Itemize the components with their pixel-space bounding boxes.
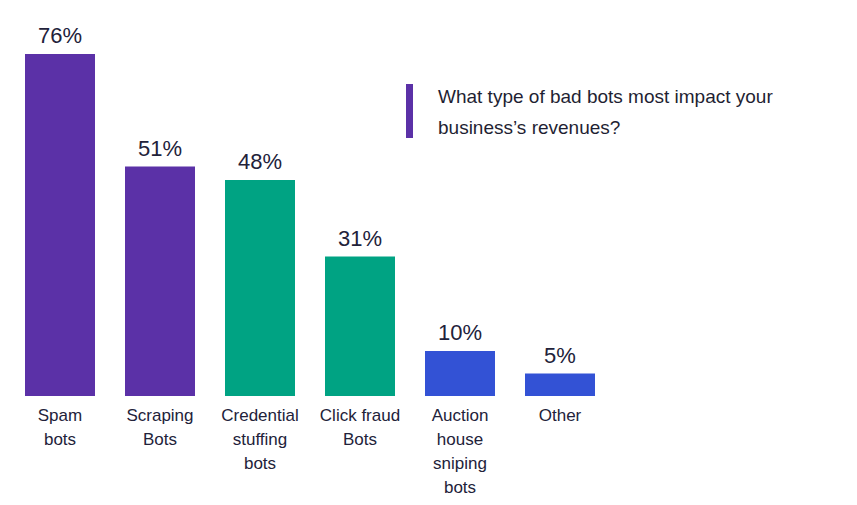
- title: What type of bad bots most impact yourbu…: [438, 86, 773, 138]
- data-label: 51%: [138, 136, 182, 161]
- bar: [325, 257, 395, 397]
- data-label: 48%: [238, 149, 282, 174]
- chart: 76% Spambots 51% ScrapingBots 48% Credentials…: [0, 0, 857, 505]
- category-label: Auctionhousesnipingbots: [432, 406, 489, 497]
- category-label: Spambots: [38, 406, 82, 449]
- bar: [225, 180, 295, 396]
- category-label: Credentialstuffingbots: [221, 406, 299, 473]
- bar: [25, 54, 95, 396]
- bar: [125, 167, 195, 397]
- bar: [425, 351, 495, 396]
- data-label: 5%: [544, 343, 576, 368]
- category-label: ScrapingBots: [126, 406, 193, 449]
- data-label: 76%: [38, 23, 82, 48]
- title-marker: [406, 84, 413, 138]
- category-label: Click fraudBots: [320, 406, 400, 449]
- data-label: 31%: [338, 226, 382, 251]
- data-label: 10%: [438, 320, 482, 345]
- category-label: Other: [539, 406, 582, 425]
- bar: [525, 374, 595, 397]
